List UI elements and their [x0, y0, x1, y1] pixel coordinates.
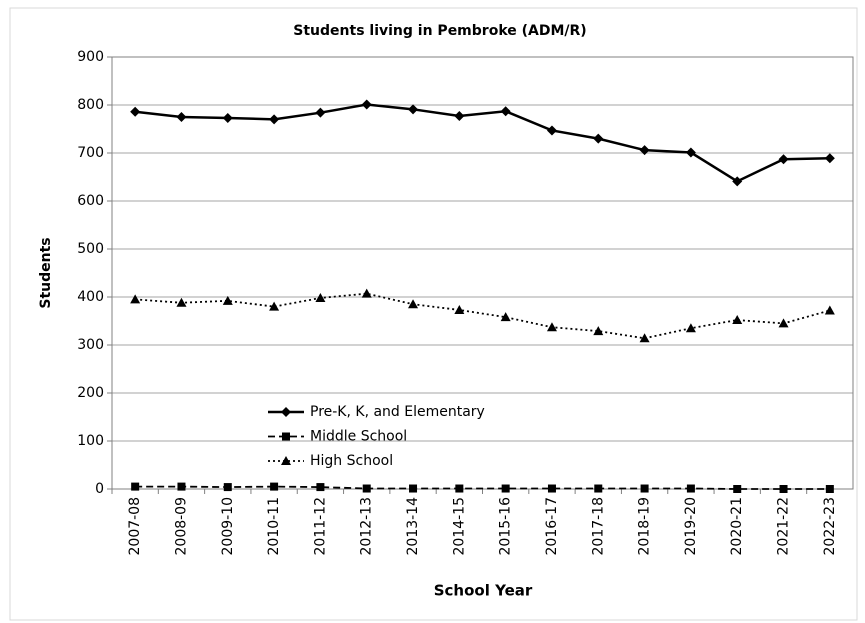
y-tick-label: 0: [95, 481, 104, 497]
chart-border: [9, 7, 858, 621]
marker: [281, 456, 291, 465]
marker: [361, 99, 372, 110]
legend-label: Pre-K, K, and Elementary: [310, 404, 485, 420]
marker: [639, 145, 650, 156]
marker: [733, 485, 742, 493]
marker: [546, 125, 557, 136]
marker: [223, 483, 232, 492]
marker: [824, 305, 835, 315]
marker: [315, 292, 326, 302]
marker: [593, 133, 604, 144]
y-tick-label: 500: [77, 241, 104, 257]
y-tick-label: 900: [77, 49, 104, 65]
series-line: [135, 103, 830, 183]
x-tick-label: 2012-13: [359, 497, 375, 556]
x-tick-label: 2010-11: [266, 497, 282, 556]
y-tick-label: 600: [77, 193, 104, 209]
marker: [640, 484, 649, 493]
marker: [361, 288, 372, 298]
marker: [547, 484, 556, 493]
legend-label: Middle School: [310, 429, 407, 445]
series-line: [135, 292, 831, 340]
marker: [408, 104, 419, 115]
x-tick-label: 2015-16: [498, 497, 514, 556]
marker: [501, 484, 510, 493]
x-tick-label: 2014-15: [451, 497, 467, 556]
marker: [409, 484, 418, 493]
marker: [269, 114, 280, 125]
marker: [732, 315, 743, 325]
x-tick-label: 2021-22: [776, 497, 792, 556]
marker: [315, 107, 326, 118]
x-tick-label: 2022-23: [822, 497, 838, 556]
marker: [222, 112, 233, 123]
marker: [732, 176, 743, 187]
marker: [778, 154, 789, 165]
marker: [686, 484, 695, 493]
series-line: [135, 485, 830, 490]
x-tick-label: 2008-09: [173, 497, 189, 556]
marker: [685, 323, 696, 333]
marker: [639, 333, 650, 343]
x-tick-label: 2017-18: [590, 497, 606, 556]
marker: [131, 482, 140, 491]
marker: [177, 482, 186, 491]
marker: [282, 432, 290, 441]
marker: [408, 299, 419, 309]
y-tick-label: 700: [77, 145, 104, 161]
marker: [269, 301, 280, 311]
plot-area: [111, 56, 854, 490]
marker: [779, 485, 788, 493]
marker: [825, 485, 834, 493]
y-tick-label: 300: [77, 337, 104, 353]
x-tick-label: 2016-17: [544, 497, 560, 556]
y-tick-label: 800: [77, 97, 104, 113]
x-tick-label: 2013-14: [405, 497, 421, 556]
x-tick-label: 2019-20: [683, 497, 699, 556]
marker: [824, 153, 835, 164]
marker: [362, 484, 371, 493]
marker: [270, 482, 279, 491]
y-tick-label: 200: [77, 385, 104, 401]
x-tick-label: 2009-10: [220, 497, 236, 556]
x-axis-title: School Year: [434, 582, 533, 600]
marker: [594, 484, 603, 493]
marker: [222, 295, 233, 305]
chart-title: Students living in Pembroke (ADM/R): [293, 23, 586, 39]
marker: [454, 304, 465, 314]
y-tick-label: 400: [77, 289, 104, 305]
marker: [130, 106, 141, 117]
marker: [316, 483, 325, 492]
y-axis-title: Students: [38, 237, 54, 308]
x-tick-label: 2007-08: [127, 497, 143, 556]
marker: [546, 322, 557, 332]
marker: [455, 484, 464, 493]
x-tick-label: 2011-12: [312, 497, 328, 556]
marker: [130, 294, 141, 304]
marker: [176, 297, 187, 307]
marker: [281, 407, 291, 417]
marker: [593, 326, 604, 336]
marker: [500, 106, 511, 117]
marker: [454, 111, 465, 122]
legend-label: High School: [310, 453, 393, 469]
x-tick-label: 2018-19: [637, 497, 653, 556]
x-tick-label: 2020-21: [729, 497, 745, 556]
marker: [778, 318, 789, 328]
marker: [685, 147, 696, 158]
marker: [500, 312, 511, 322]
marker: [176, 112, 187, 122]
y-tick-label: 100: [77, 433, 104, 449]
